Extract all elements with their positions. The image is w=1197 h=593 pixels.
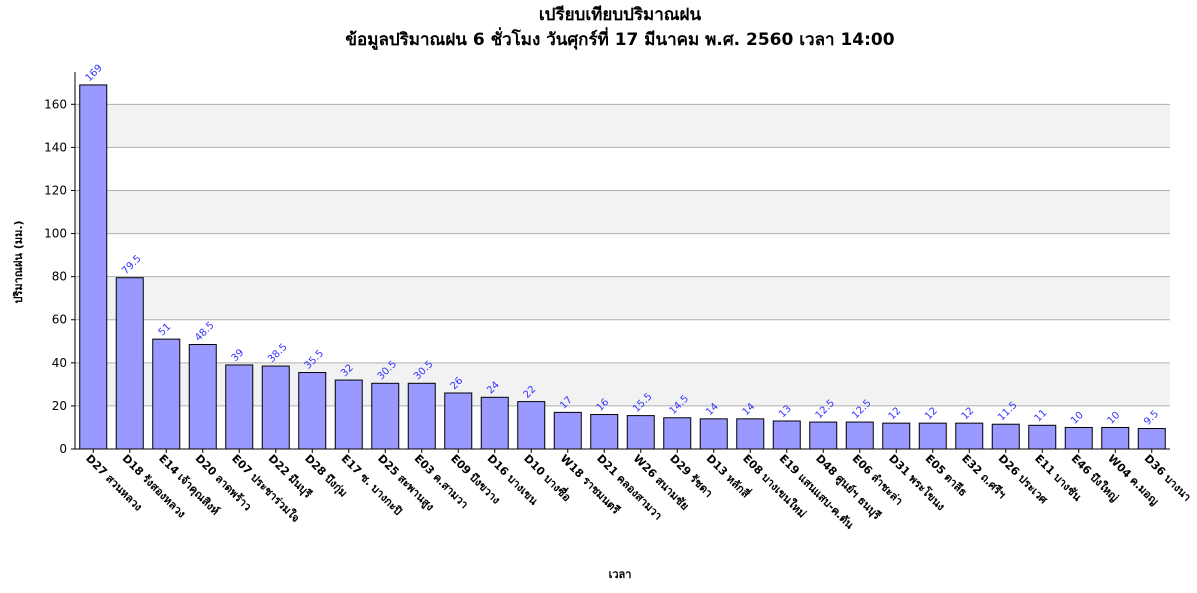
bar <box>188 344 217 450</box>
x-tick-label: E07 ประชาร่วมใจ <box>229 451 303 525</box>
x-tick-label: D18 รังสองหลวง <box>120 452 188 520</box>
bar <box>955 422 984 450</box>
x-tick-label: E08 บางเขนใหม่ <box>740 451 809 520</box>
bar <box>225 364 254 450</box>
bar <box>736 418 765 450</box>
bar <box>261 365 290 450</box>
bar <box>845 421 874 450</box>
bar <box>553 411 582 450</box>
y-tick-label: 80 <box>52 270 67 284</box>
y-tick-label: 120 <box>44 183 67 197</box>
y-tick-label: 160 <box>44 97 67 111</box>
bar <box>517 401 546 450</box>
plot-band <box>75 104 1170 148</box>
x-tick-label: D21 คลองสามวา <box>594 452 665 523</box>
bar <box>480 396 509 450</box>
bar <box>1064 426 1093 450</box>
y-tick-label: 60 <box>52 313 67 327</box>
bar <box>152 338 181 450</box>
bar <box>590 414 619 450</box>
bar <box>1028 424 1057 450</box>
y-tick-label: 20 <box>52 399 67 413</box>
bar <box>772 420 801 450</box>
bar <box>882 422 911 450</box>
bar <box>444 392 473 450</box>
bar <box>407 382 436 450</box>
bar <box>1101 426 1130 450</box>
bar <box>334 379 363 450</box>
bar <box>298 372 327 450</box>
bar <box>663 417 692 450</box>
x-tick-label: D48 ศูนย์ฯ ธนบุรี <box>812 452 883 523</box>
x-axis-label: เวลา <box>609 568 632 581</box>
bar <box>1137 428 1166 450</box>
bar <box>699 418 728 450</box>
y-axis-label: ปริมาณฝน (มม.) <box>12 220 25 303</box>
bar <box>991 423 1020 450</box>
y-tick-label: 140 <box>44 140 67 154</box>
y-tick-label: 40 <box>52 356 67 370</box>
y-tick-label: 0 <box>59 442 67 456</box>
bar <box>809 421 838 450</box>
plot-band <box>75 362 1170 406</box>
chart-subtitle: ข้อมูลปริมาณฝน 6 ชั่วโมง วันศุกร์ที่ 17 … <box>345 27 894 51</box>
bar <box>626 415 655 450</box>
plot-band <box>75 276 1170 320</box>
plot-band <box>75 190 1170 234</box>
bar <box>115 277 144 450</box>
chart-title: เปรียบเทียบปริมาณฝน <box>539 4 702 25</box>
bar <box>918 422 947 450</box>
bar <box>79 84 108 450</box>
y-tick-label: 100 <box>44 227 67 241</box>
bar <box>371 382 400 450</box>
